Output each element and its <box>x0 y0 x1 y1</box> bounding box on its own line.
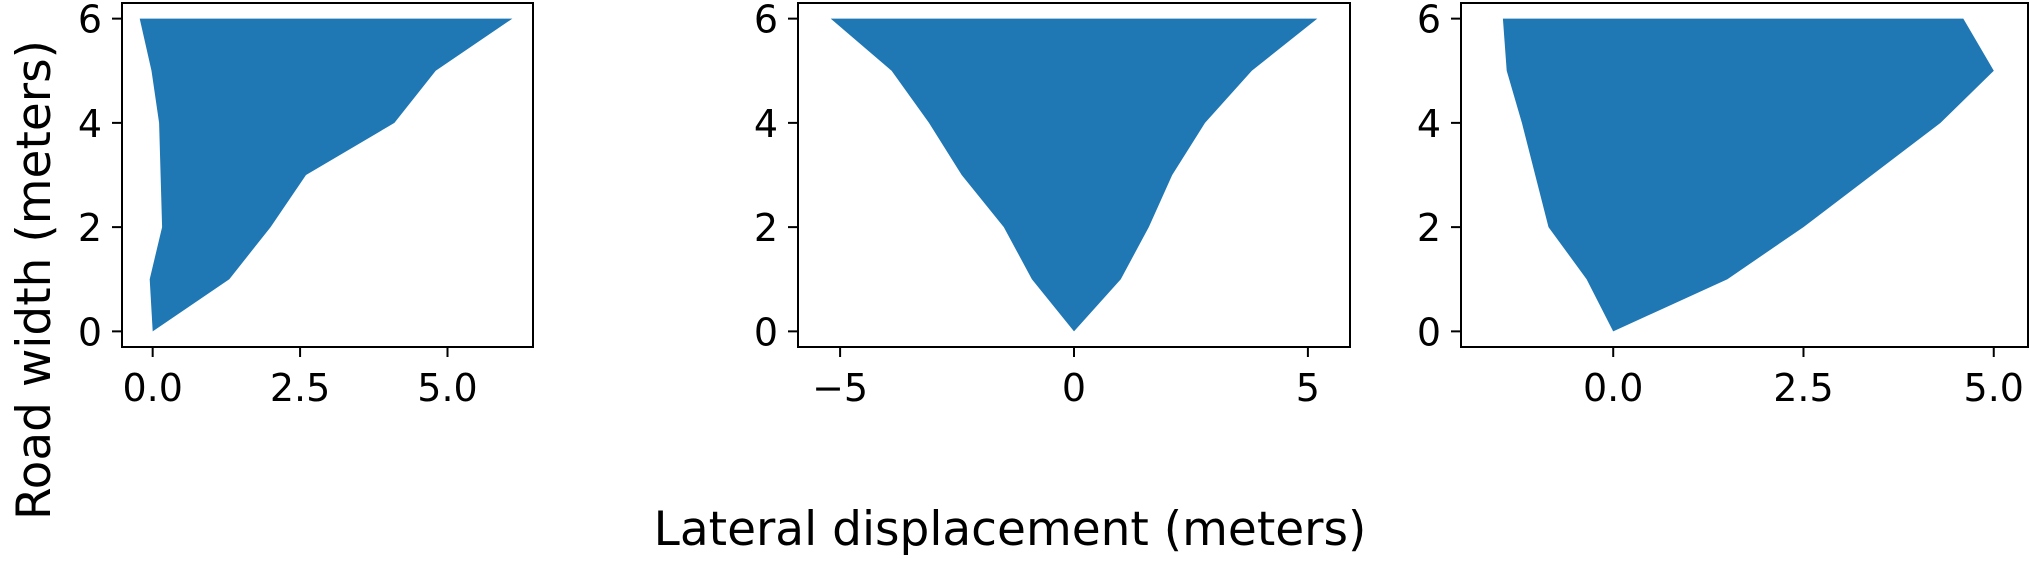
x-tick-label: 0.0 <box>122 366 182 410</box>
x-tick-label: 5.0 <box>417 366 477 410</box>
filled-area-3-1 <box>1502 18 1994 332</box>
chart-panel-1: 0.0 2.5 5.0 0 2 4 6 <box>78 0 534 410</box>
y-tick-label: 4 <box>78 102 102 146</box>
y-tick-label: 2 <box>754 206 778 250</box>
x-tick-label: 2.5 <box>1773 366 1833 410</box>
y-tick-label: 0 <box>1417 310 1441 354</box>
filled-area-2-1 <box>830 18 1318 332</box>
y-tick-label: 0 <box>754 310 778 354</box>
y-tick-label: 4 <box>1417 102 1441 146</box>
plot-frame <box>121 2 534 348</box>
filled-area-1-1 <box>139 18 513 332</box>
y-tick-label: 6 <box>1417 0 1441 42</box>
x-tick-label: 0.0 <box>1583 366 1643 410</box>
y-axis-label: Road width (meters) <box>7 40 62 520</box>
y-tick-label: 6 <box>78 0 102 42</box>
y-tick-label: 6 <box>754 0 778 42</box>
x-tick-label: −5 <box>812 366 868 410</box>
y-tick-label: 0 <box>78 310 102 354</box>
y-tick-label: 4 <box>754 102 778 146</box>
plot-frame <box>1460 2 2029 348</box>
x-tick-label: 5.0 <box>1964 366 2024 410</box>
panels: 0.0 2.5 5.0 0 2 4 6 −5 0 5 0 2 4 6 0.0 2.5 5.0 0 2 4 6 <box>78 0 2029 410</box>
x-tick-label: 2.5 <box>270 366 330 410</box>
x-axis-label: Lateral displacement (meters) <box>654 502 1367 557</box>
x-tick-label: 5 <box>1296 366 1320 410</box>
chart-panel-2: −5 0 5 0 2 4 6 <box>754 0 1351 410</box>
chart-panel-3: 0.0 2.5 5.0 0 2 4 6 <box>1417 0 2029 410</box>
x-tick-label: 0 <box>1062 366 1086 410</box>
y-tick-label: 2 <box>1417 206 1441 250</box>
y-tick-label: 2 <box>78 206 102 250</box>
